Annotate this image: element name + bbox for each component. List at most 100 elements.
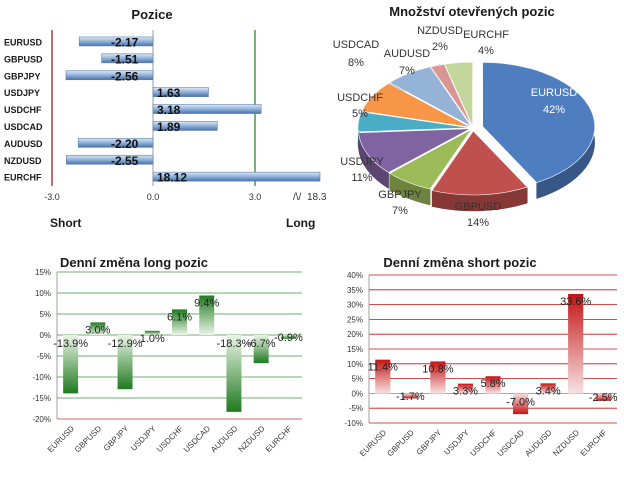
x-tick-label: -3.0 (44, 192, 60, 202)
category-label-usdcad: USDCAD (4, 122, 43, 132)
x-tick-label-gbpjpy: GBPJPY (102, 424, 131, 453)
x-tick-label-audusd: AUDUSD (209, 424, 239, 454)
bar-audusd (540, 383, 556, 394)
pie-label-usdchf: USDCHF (337, 92, 383, 104)
bar-eurusd (78, 36, 154, 47)
category-label-nzdusd: NZDUSD (4, 156, 42, 166)
bar-usdjpy (144, 330, 160, 335)
pie-slice-audusd (389, 66, 472, 127)
x-tick-label-eurusd: EURUSD (358, 428, 388, 458)
category-label-usdchf: USDCHF (4, 105, 42, 115)
value-label-eurchf: 18.12 (157, 171, 187, 185)
value-label-usdcad: -7.0% (506, 396, 535, 408)
y-tick-label: 5% (39, 310, 51, 319)
pie-pct-nzdusd: 2% (432, 41, 448, 53)
bar-eurchf (280, 335, 296, 339)
bar-eurchf (152, 171, 321, 182)
pie-slice-usdcad (361, 82, 471, 128)
pie-label-eurusd: EURUSD (531, 87, 578, 99)
value-label-gbpjpy: -12.9% (108, 338, 143, 350)
x-tick-label-eurchf: EURCHF (264, 424, 294, 454)
bar-usdcad (199, 295, 215, 335)
y-tick-label: 15% (35, 268, 51, 277)
value-label-usdcad: 1.89 (157, 120, 181, 134)
value-label-usdjpy: 1.0% (140, 333, 165, 345)
value-label-usdchf: 3.18 (157, 103, 181, 117)
value-label-usdchf: 5.8% (480, 378, 505, 390)
value-label-nzdusd: 33.6% (560, 296, 591, 308)
category-label-eurusd: EURUSD (4, 37, 43, 47)
pie-label-usdjpy: USDJPY (340, 156, 384, 168)
bar-gbpusd (402, 393, 418, 399)
pie-slice-eurusd (482, 62, 595, 183)
category-label-gbpjpy: GBPJPY (4, 71, 41, 81)
pie-pct-audusd: 7% (399, 65, 415, 77)
pie-pct-eurchf: 4% (478, 45, 494, 57)
bar-eurusd (375, 359, 391, 394)
x-tick-label-gbpusd: GBPUSD (385, 428, 415, 458)
value-label-eurusd: -13.9% (53, 338, 88, 350)
pie-slice-nzdusd (430, 63, 473, 127)
category-label-eurchf: EURCHF (4, 173, 42, 183)
value-label-audusd: -2.20 (111, 137, 139, 151)
value-label-audusd: -18.3% (217, 338, 252, 350)
value-label-gbpjpy: 10.8% (422, 363, 453, 375)
long-label: Long (286, 216, 315, 230)
pie-pct-usdchf: 5% (352, 108, 368, 120)
bar-nzdusd (253, 335, 269, 364)
value-label-usdchf: 6.1% (167, 311, 192, 323)
value-label-eurusd: -2.17 (111, 35, 139, 49)
category-label-gbpusd: GBPUSD (4, 54, 43, 64)
bar-nzdusd (66, 154, 154, 165)
pie-pct-usdjpy: 11% (351, 172, 372, 184)
y-tick-label: 20% (347, 330, 363, 339)
x-tick-label-nzdusd: NZDUSD (237, 424, 267, 454)
y-tick-label: 5% (351, 375, 363, 384)
pie-slice-usdjpy (358, 128, 471, 173)
x-tick-label-audusd: AUDUSD (523, 428, 553, 458)
pie-pct-gbpjpy: 7% (392, 205, 408, 217)
y-tick-label: -5% (37, 352, 51, 361)
y-tick-label: 10% (35, 289, 51, 298)
value-label-gbpusd: 3.0% (85, 324, 110, 336)
x-tick-label: 0.0 (147, 192, 160, 202)
pie-pct-gbpusd: 14% (467, 217, 489, 229)
y-tick-label: -5% (349, 404, 363, 413)
chart-title: Množství otevřených pozic (389, 4, 554, 19)
bar-usdchf (485, 376, 501, 394)
pie-label-eurchf: EURCHF (463, 29, 509, 41)
positions-chart: Pozice EURUSD -2.17 GBPUSD -1.51 GBPJPY -2.56… (4, 7, 327, 230)
y-tick-label: 0% (351, 389, 363, 398)
y-tick-label: -20% (32, 415, 51, 424)
bar-usdcad (512, 393, 529, 415)
value-label-eurchf: -0.9% (274, 332, 303, 344)
y-tick-label: 30% (347, 301, 363, 310)
bar-audusd (77, 138, 154, 148)
x-tick-label: 3.0 (249, 192, 262, 202)
y-tick-label: 10% (347, 360, 363, 369)
axis-break-symbol: /\/ (293, 192, 302, 203)
value-label-gbpusd: -1.7% (396, 391, 425, 403)
bar-gbpusd (90, 322, 106, 335)
y-tick-label: 15% (347, 345, 363, 354)
daily-short-change-chart: Denní změna short pozic 40% 35% 30% 25% 20% 1… (344, 255, 617, 458)
pie-label-usdcad: USDCAD (333, 39, 380, 51)
bar-usdchf (172, 309, 187, 335)
pie-pct-usdcad: 8% (348, 57, 364, 69)
x-tick-label-eurusd: EURUSD (46, 424, 76, 454)
y-tick-label: 40% (347, 271, 363, 280)
bar-gbpjpy (430, 361, 446, 394)
bar-usdcad (152, 121, 218, 131)
pie-label-gbpusd: GBPUSD (455, 201, 502, 213)
x-tick-label-gbpjpy: GBPJPY (415, 428, 444, 457)
value-label-usdjpy: 1.63 (157, 86, 181, 100)
x-tick-label-nzdusd: NZDUSD (551, 428, 581, 458)
chart-title: Denní změna short pozic (383, 255, 536, 270)
y-tick-label: 25% (347, 315, 363, 324)
y-tick-label: -10% (344, 419, 363, 428)
pie-slice-eurchf (444, 61, 473, 127)
x-tick-label-eurchf: EURCHF (579, 428, 609, 458)
open-positions-pie-chart: Množství otevřených pozic EURUSD 42% GBPUS… (333, 4, 595, 229)
value-label-nzdusd: -2.55 (111, 154, 139, 168)
